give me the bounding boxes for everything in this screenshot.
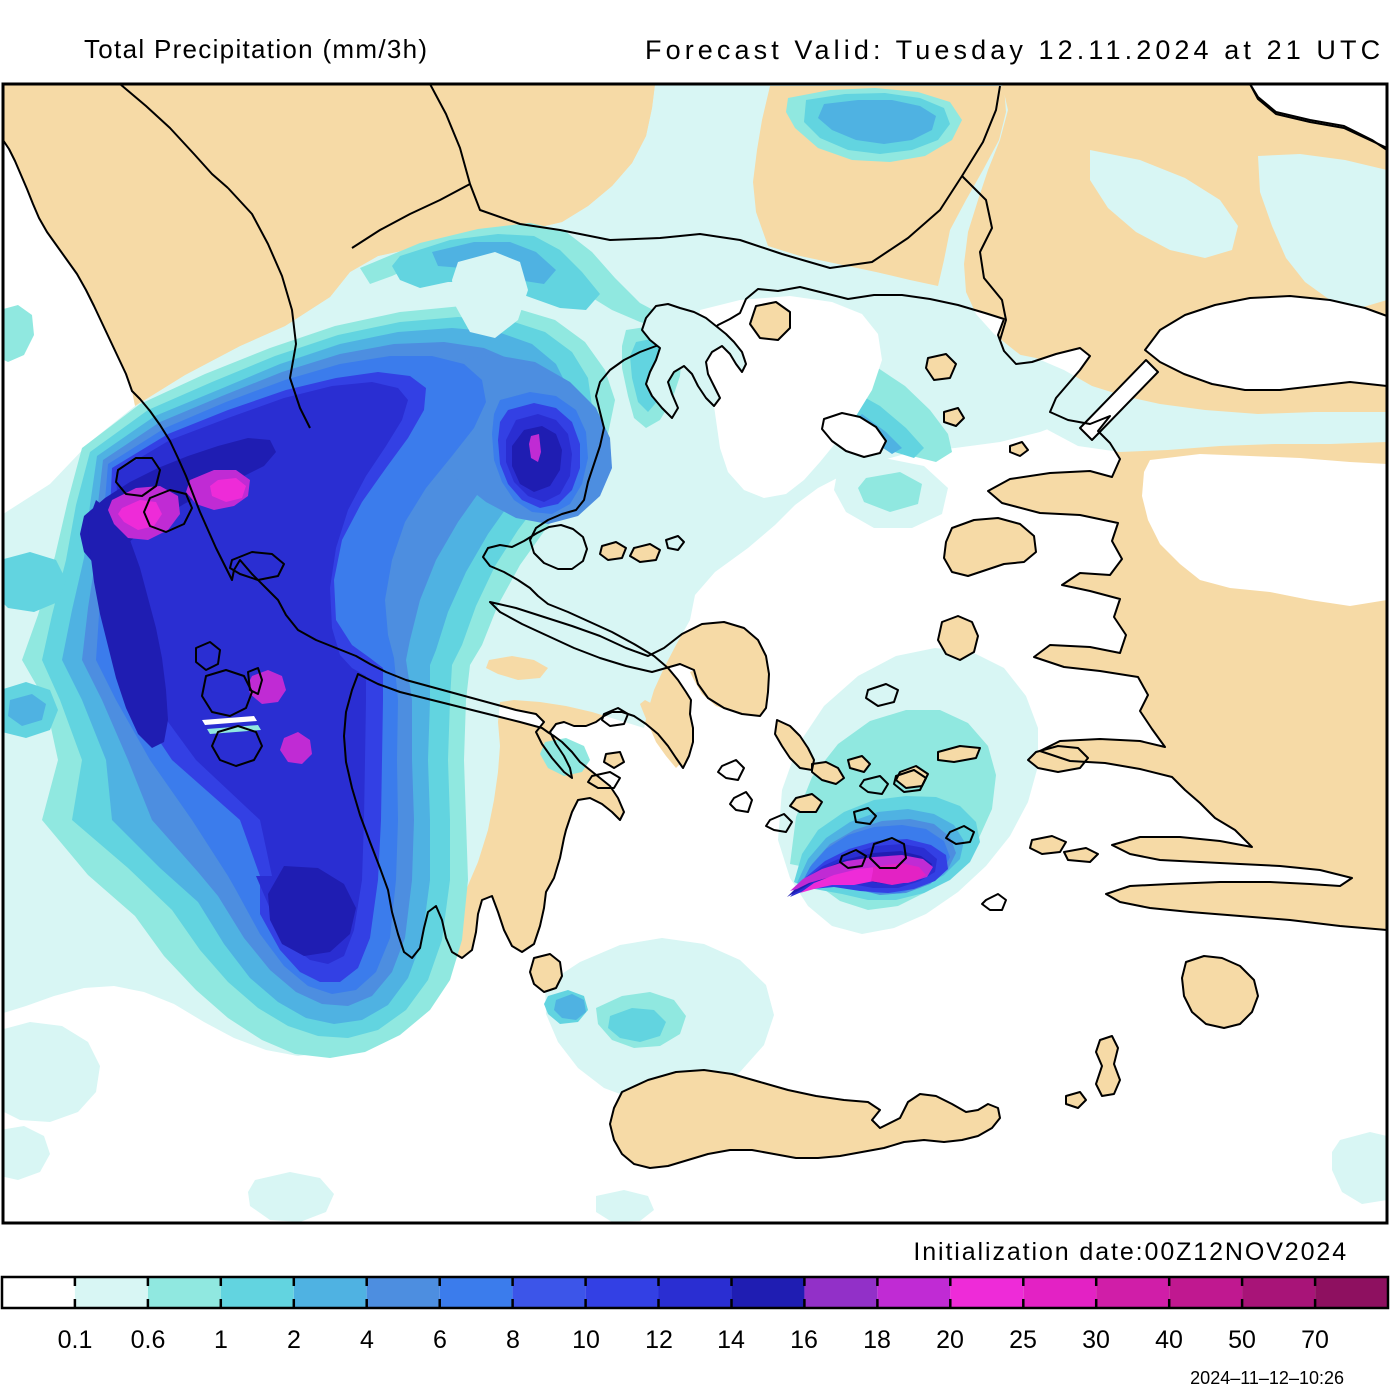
svg-text:30: 30 (1082, 1326, 1110, 1354)
svg-text:1: 1 (214, 1326, 228, 1354)
svg-text:0.1: 0.1 (58, 1326, 93, 1354)
svg-text:4: 4 (360, 1326, 374, 1354)
svg-text:Initialization date:00Z12NOV2: Initialization date:00Z12NOV2024 (913, 1238, 1348, 1266)
svg-text:20: 20 (936, 1326, 964, 1354)
svg-text:18: 18 (863, 1326, 891, 1354)
svg-text:10: 10 (572, 1326, 600, 1354)
svg-text:12: 12 (645, 1326, 673, 1354)
svg-text:14: 14 (717, 1326, 745, 1354)
svg-text:16: 16 (790, 1326, 818, 1354)
svg-text:50: 50 (1228, 1326, 1256, 1354)
svg-text:Forecast Valid: Tuesday 12: Forecast Valid: Tuesday 12.11.2024 at 21… (645, 35, 1384, 65)
svg-text:2024–11–12–10:26: 2024–11–12–10:26 (1190, 1368, 1344, 1388)
svg-text:6: 6 (433, 1326, 447, 1354)
svg-text:25: 25 (1009, 1326, 1037, 1354)
svg-text:8: 8 (506, 1326, 520, 1354)
svg-text:Total Precipitation (mm/3h): Total Precipitation (mm/3h) (84, 34, 428, 64)
svg-text:0.6: 0.6 (131, 1326, 166, 1354)
svg-text:70: 70 (1301, 1326, 1329, 1354)
svg-text:40: 40 (1155, 1326, 1183, 1354)
svg-text:2: 2 (287, 1326, 301, 1354)
